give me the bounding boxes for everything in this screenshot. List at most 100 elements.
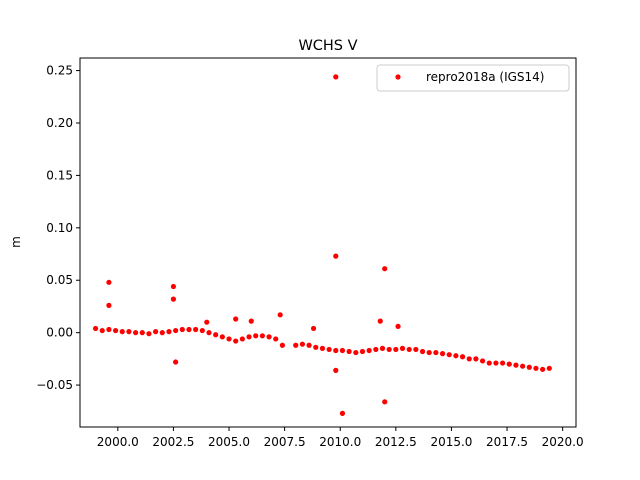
data-point <box>173 327 179 334</box>
data-point <box>106 279 112 285</box>
data-point <box>446 352 452 358</box>
data-point <box>546 365 552 371</box>
data-point <box>99 327 105 334</box>
data-point <box>486 360 492 366</box>
legend: repro2018a (IGS14) <box>376 64 570 92</box>
data-point <box>473 356 479 362</box>
data-point <box>386 346 392 353</box>
legend-marker <box>395 74 401 80</box>
legend-label: repro2018a (IGS14) <box>426 70 544 84</box>
data-point <box>513 362 519 368</box>
x-tick-label: 2015.0 <box>430 435 472 449</box>
data-point <box>479 358 486 364</box>
data-point <box>170 296 177 302</box>
data-point <box>406 346 412 353</box>
data-point <box>419 348 426 355</box>
data-point <box>466 356 472 362</box>
data-point <box>126 329 132 335</box>
data-point <box>233 316 239 322</box>
data-point <box>186 326 192 333</box>
data-point <box>319 345 326 351</box>
data-point <box>166 329 172 335</box>
data-point <box>199 327 205 334</box>
data-point <box>382 399 388 405</box>
data-point <box>248 318 254 324</box>
data-point <box>426 349 432 356</box>
data-point <box>359 348 366 355</box>
data-point <box>379 345 386 351</box>
x-tick-label: 2020.0 <box>542 435 584 449</box>
data-point <box>382 266 388 272</box>
data-point <box>106 326 112 333</box>
data-point <box>119 329 125 335</box>
x-tick-label: 2002.5 <box>152 435 194 449</box>
data-point <box>146 331 152 337</box>
plot-area <box>80 58 576 427</box>
data-point <box>399 345 406 351</box>
data-point <box>459 354 466 360</box>
data-point <box>279 342 286 348</box>
y-tick-label: −0.05 <box>36 378 73 392</box>
y-tick-label: 0.20 <box>46 116 73 130</box>
data-point <box>346 348 352 355</box>
x-tick-label: 2005.0 <box>208 435 250 449</box>
data-point <box>339 410 346 416</box>
data-point <box>226 336 232 342</box>
data-point <box>266 334 272 340</box>
data-point <box>253 333 259 339</box>
data-point <box>326 346 332 353</box>
chart-title: WCHS V <box>298 38 357 54</box>
data-point <box>273 336 279 342</box>
data-point <box>353 349 359 356</box>
data-point <box>173 359 179 365</box>
data-point <box>133 330 139 336</box>
x-axis-ticks: 2000.0 2002.5 2005.0 2007.5 2010.0 2012.5 2015… <box>97 427 584 449</box>
data-point <box>92 325 99 332</box>
data-point <box>366 347 372 354</box>
data-point <box>520 363 526 369</box>
y-axis-ticks: −0.05 0.00 0.05 0.10 0.15 0.20 0.25 <box>36 64 80 392</box>
data-point <box>293 342 299 348</box>
data-point <box>206 330 212 336</box>
data-point <box>506 361 512 367</box>
data-point <box>393 346 399 353</box>
data-point <box>213 332 219 338</box>
data-point <box>377 318 383 324</box>
data-point <box>246 334 252 340</box>
x-tick-label: 2017.5 <box>486 435 528 449</box>
data-point <box>106 302 112 308</box>
y-tick-label: 0.15 <box>46 168 73 182</box>
x-tick-label: 2007.5 <box>264 435 306 449</box>
data-point <box>153 329 159 335</box>
y-tick-label: 0.10 <box>46 221 73 235</box>
data-point <box>413 346 419 353</box>
data-point <box>333 74 339 80</box>
legend-box <box>376 64 570 92</box>
data-point <box>395 323 401 329</box>
data-point <box>259 333 265 339</box>
data-point <box>439 351 446 357</box>
data-point <box>333 347 339 354</box>
data-point <box>219 334 225 340</box>
data-point <box>526 364 532 370</box>
data-point <box>493 360 499 366</box>
data-point <box>233 338 239 344</box>
data-point <box>204 319 210 325</box>
data-point <box>299 341 306 347</box>
data-point <box>540 366 546 372</box>
scatter-points <box>92 74 552 416</box>
data-point <box>239 336 245 342</box>
data-point <box>112 327 119 334</box>
data-point <box>306 342 312 348</box>
data-point <box>453 353 459 359</box>
data-point <box>533 365 539 371</box>
data-point <box>313 344 319 350</box>
data-point <box>159 330 165 336</box>
y-tick-label: 0.25 <box>46 64 73 78</box>
data-point <box>139 330 145 336</box>
data-point <box>277 312 283 318</box>
x-tick-label: 2000.0 <box>97 435 139 449</box>
y-tick-label: 0.00 <box>46 326 73 340</box>
plot-frame <box>79 57 577 428</box>
